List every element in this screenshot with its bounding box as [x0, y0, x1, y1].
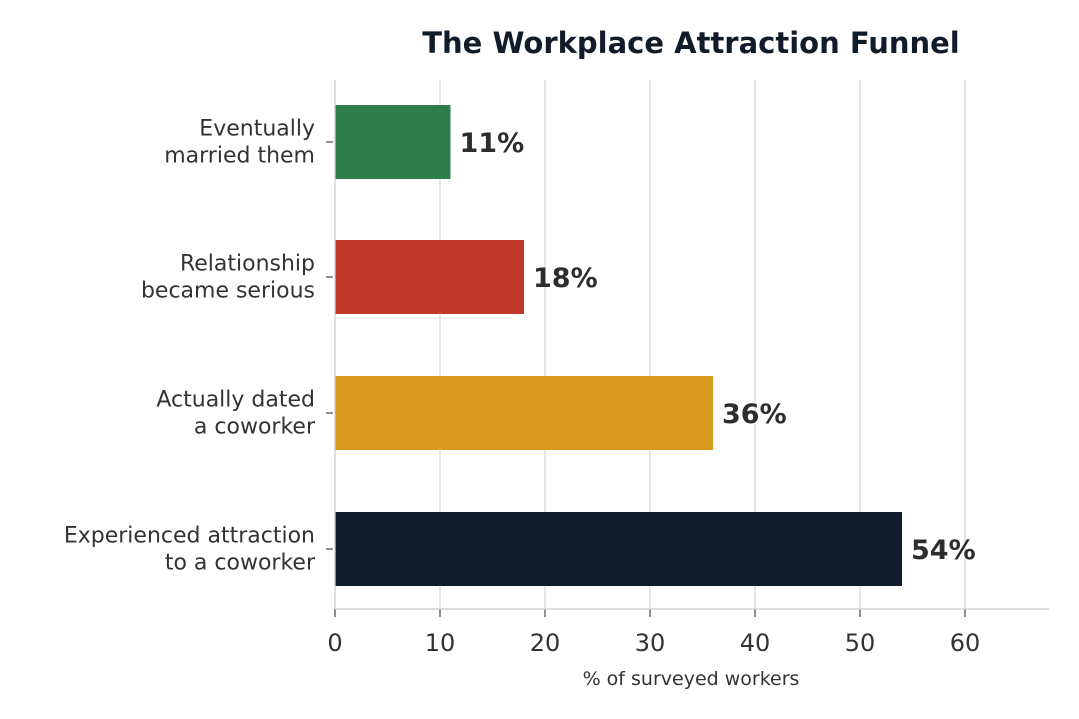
- category-label: Relationship became serious: [141, 252, 315, 304]
- data-labels: 54% 36% 18% 11%: [460, 128, 976, 566]
- data-label: 36%: [722, 399, 787, 430]
- bar: [335, 512, 902, 586]
- x-tick-labels: 0 10 20 30 40 50 60: [327, 629, 980, 657]
- x-tick-label: 30: [635, 629, 666, 657]
- axes: [326, 80, 1049, 617]
- x-tick-label: 0: [327, 629, 342, 657]
- x-tick-label: 50: [845, 629, 876, 657]
- category-label: Actually dated a coworker: [156, 388, 316, 440]
- bar: [335, 105, 451, 179]
- bar: [335, 376, 713, 450]
- category-label: Eventually married them: [164, 117, 315, 169]
- data-label: 54%: [911, 535, 976, 566]
- category-label: Experienced attraction to a coworker: [64, 524, 316, 576]
- bar: [335, 240, 524, 314]
- chart-title: The Workplace Attraction Funnel: [422, 26, 960, 60]
- x-tick-label: 60: [950, 629, 981, 657]
- x-tick-label: 10: [425, 629, 456, 657]
- x-axis-label: % of surveyed workers: [583, 668, 800, 690]
- data-label: 18%: [533, 263, 598, 294]
- bars: [335, 105, 902, 586]
- data-label: 11%: [460, 128, 525, 159]
- x-tick-label: 20: [530, 629, 561, 657]
- x-tick-label: 40: [740, 629, 771, 657]
- category-labels: Experienced attraction to a coworker Actua…: [64, 117, 316, 576]
